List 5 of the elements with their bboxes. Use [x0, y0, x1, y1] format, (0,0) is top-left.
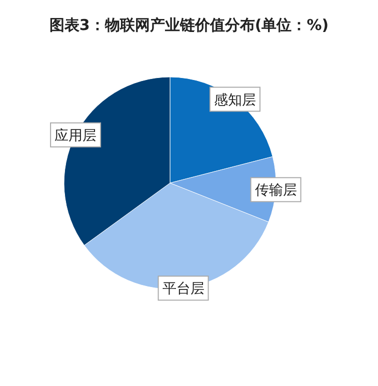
slice-label: 传输层: [254, 182, 297, 199]
chart-title: 图表3：物联网产业链价值分布(单位：%): [49, 16, 329, 34]
slice-label: 平台层: [162, 281, 204, 298]
slice-label: 应用层: [54, 128, 97, 144]
slice-label: 感知层: [214, 92, 256, 108]
